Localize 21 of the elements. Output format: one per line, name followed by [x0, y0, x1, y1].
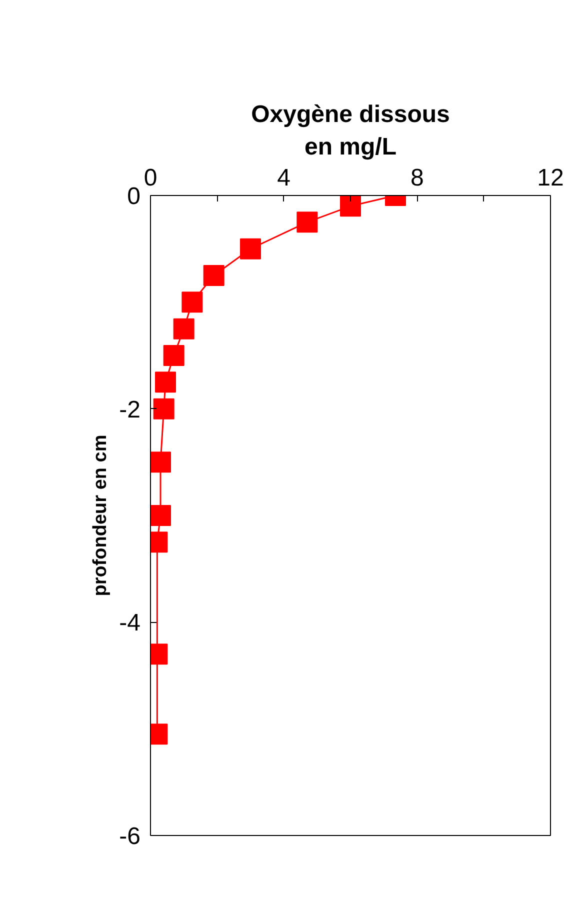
y-tick-label: -2 [119, 396, 141, 424]
point [150, 452, 171, 473]
point [203, 265, 224, 286]
y-tick-label: -6 [119, 823, 141, 850]
y-axis-title: profondeur en cm [90, 434, 112, 596]
x-axis-title: Oxygène dissous en mg/L [251, 101, 450, 160]
point [150, 505, 171, 526]
y-tick-label: 0 [127, 183, 141, 210]
y-tick-label: -4 [119, 610, 141, 637]
point [163, 345, 184, 366]
x-tick-label: 4 [277, 164, 291, 192]
x-tick-label: 8 [410, 164, 424, 192]
x-tick-label: 0 [144, 164, 158, 192]
point [182, 292, 203, 313]
point [296, 212, 318, 233]
x-tick-label: 12 [537, 164, 564, 192]
point [340, 196, 361, 217]
point [240, 238, 261, 260]
point [173, 318, 194, 340]
point [155, 372, 176, 393]
point [153, 398, 174, 420]
